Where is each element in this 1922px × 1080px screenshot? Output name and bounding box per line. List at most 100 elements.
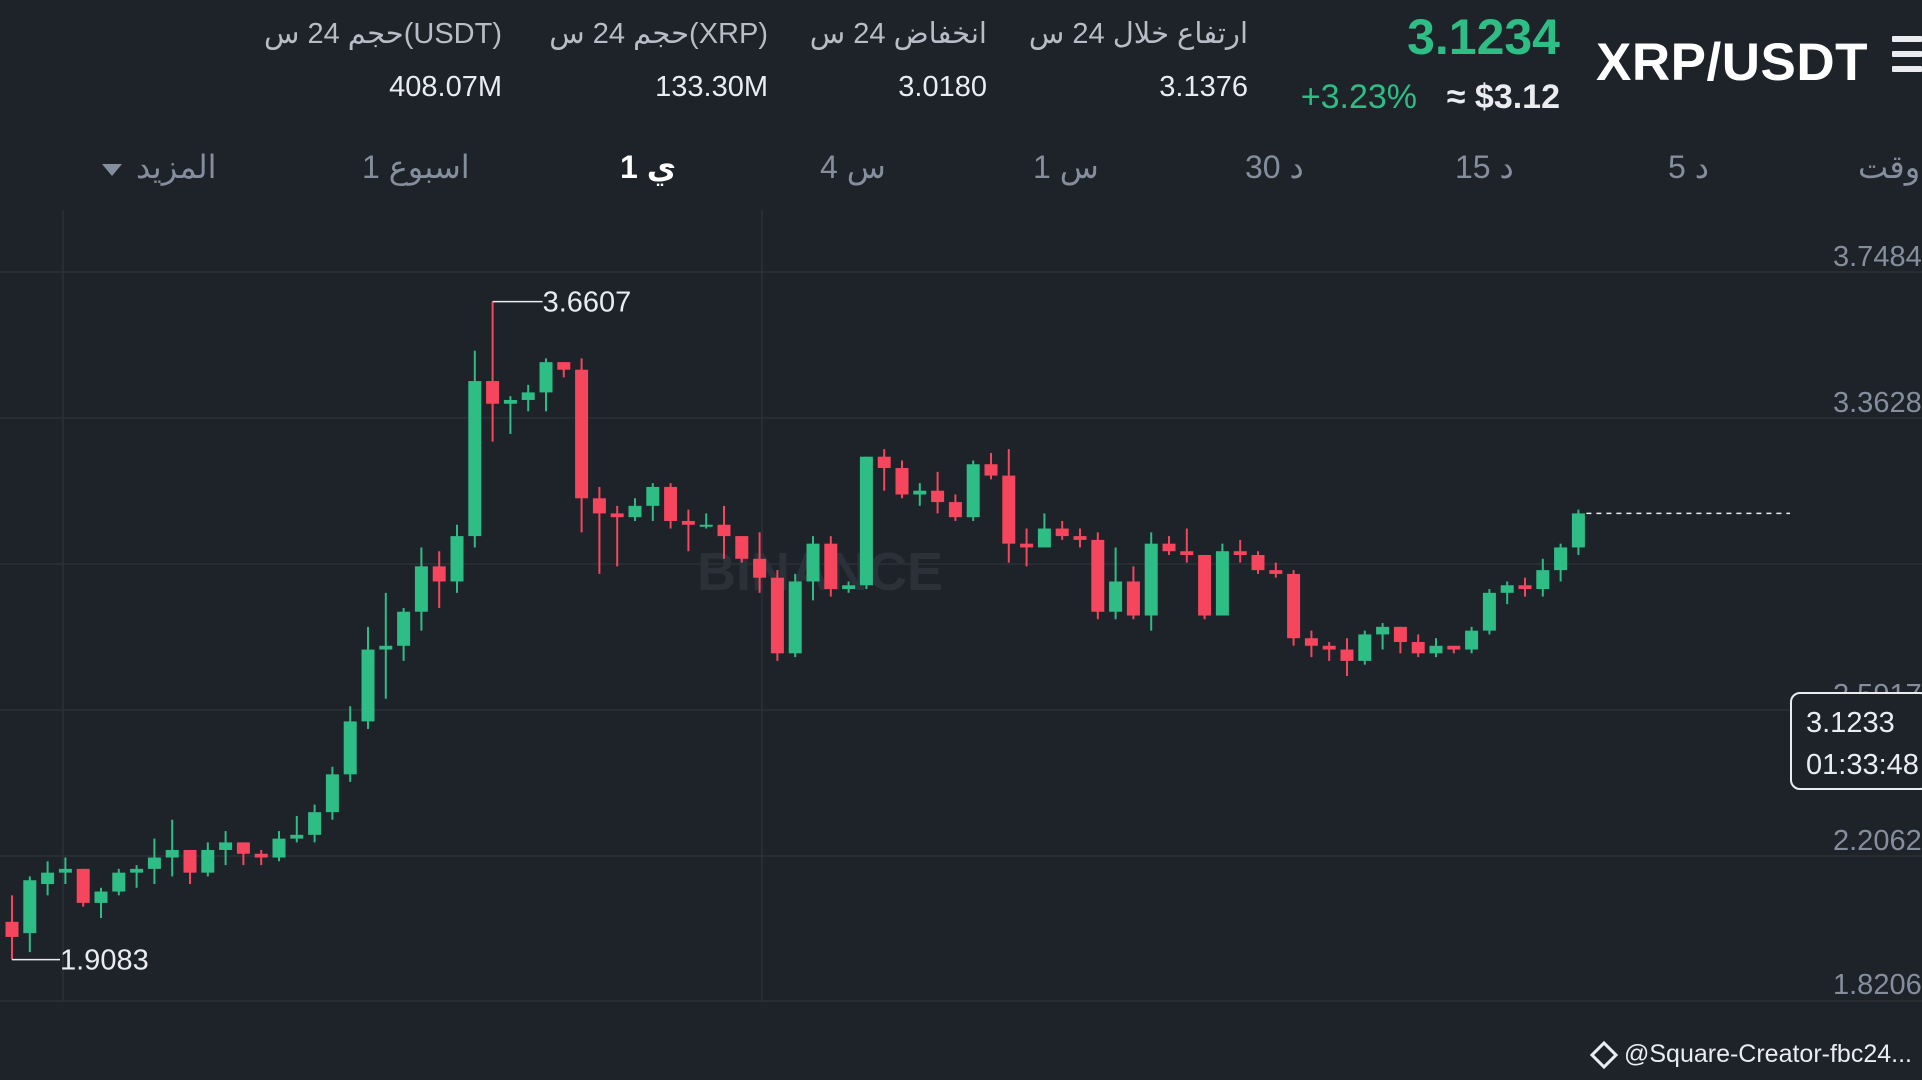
candle-body	[1322, 645, 1336, 650]
candle-body	[681, 520, 695, 525]
candle-body	[1447, 645, 1461, 650]
low-marker-label: 1.9083	[60, 945, 149, 977]
candle-body	[1162, 543, 1176, 552]
candle-body	[1055, 528, 1069, 537]
candle-body	[842, 585, 856, 590]
tab-1h[interactable]: 1 س	[1033, 149, 1099, 185]
pair-title[interactable]: XRP/USDT	[1596, 33, 1868, 92]
candle-body	[379, 645, 393, 650]
stat-label: ارتفاع خلال 24 س	[1028, 18, 1248, 50]
candle-body	[770, 577, 784, 654]
candle-body	[147, 857, 161, 869]
candle-body	[1429, 645, 1443, 654]
stat-high-24h: ارتفاع خلال 24 س 3.1376	[1029, 16, 1248, 104]
candle-body	[432, 566, 446, 582]
binance-logo-icon	[1589, 1041, 1619, 1070]
high-marker-label: 3.6607	[543, 287, 632, 319]
tab-1d[interactable]: 1 ي	[620, 149, 677, 185]
y-axis-tick-label: 1.8206	[1833, 969, 1922, 1001]
candle-body	[717, 524, 731, 537]
candle-body	[575, 369, 589, 499]
candle-body	[1411, 641, 1425, 654]
candle-body	[414, 566, 428, 612]
stat-value: 133.30M	[655, 71, 768, 103]
tab-time[interactable]: وقت	[1858, 149, 1921, 185]
candle-body	[1358, 634, 1372, 661]
candle-body	[1304, 638, 1318, 646]
candle-body	[468, 381, 482, 537]
candle-body	[1536, 570, 1550, 590]
candle-body	[1554, 547, 1568, 571]
candle-body	[112, 872, 126, 892]
tab-1w[interactable]: 1 اسبوع	[362, 149, 470, 185]
candle-body	[895, 468, 909, 495]
candle-body	[1393, 626, 1407, 642]
candle-body	[1571, 513, 1585, 548]
candle-body	[1002, 475, 1016, 544]
stat-value: 3.0180	[898, 71, 987, 103]
candlestick-chart[interactable]: BINANCE3.74843.36282.59172.20621.8206-06…	[0, 210, 1922, 1010]
candle-body	[397, 611, 411, 646]
candle-body	[539, 362, 553, 393]
candle-body	[966, 464, 980, 518]
candle-body	[1091, 539, 1105, 612]
candle-body	[23, 880, 37, 934]
candle-body	[1215, 551, 1229, 616]
candle-body	[201, 849, 215, 873]
candle-body	[913, 490, 927, 495]
y-axis-tick-label: 3.7484	[1833, 241, 1922, 273]
change-percent: +3.23%	[1300, 78, 1417, 116]
candle-body	[1251, 555, 1265, 571]
candle-body	[290, 834, 304, 839]
stat-label: انخفاض 24 س	[809, 18, 987, 50]
chevron-down-icon	[102, 163, 122, 176]
chart-canvas[interactable]: BINANCE3.74843.36282.59172.20621.8206-06…	[0, 210, 1922, 1010]
candle-body	[130, 868, 144, 873]
candle-body	[361, 649, 375, 722]
candle-body	[806, 543, 820, 582]
candle-body	[308, 812, 322, 835]
stat-volume-usdt: حجم 24 س(USDT) 408.07M	[264, 16, 502, 104]
candle-body	[610, 513, 624, 518]
market-header: XRP/USDT 3.1234 ≈ $3.12 +3.23% ارتفاع خل…	[0, 0, 1922, 130]
candle-body	[1109, 581, 1123, 612]
creator-credit: @Square-Creator-fbc24...	[1589, 1040, 1912, 1070]
stat-label: حجم 24 س(XRP)	[549, 18, 768, 50]
candle-body	[41, 872, 55, 884]
binance-watermark: BINANCE	[697, 542, 943, 602]
candle-body	[165, 849, 179, 858]
candle-body	[592, 498, 606, 514]
candle-body	[450, 536, 464, 582]
candle-body	[76, 868, 90, 903]
tab-30m[interactable]: 30 د	[1245, 149, 1304, 185]
candle-body	[664, 486, 678, 521]
menu-icon[interactable]	[1892, 36, 1922, 84]
candle-body	[877, 456, 891, 469]
candle-body	[1020, 543, 1034, 548]
stat-volume-xrp: حجم 24 س(XRP) 133.30M	[549, 16, 768, 104]
current-price-tag: 3.1233 01:33:48	[1790, 692, 1922, 790]
candle-body	[646, 486, 660, 506]
candle-body	[1465, 630, 1479, 650]
stat-value: 3.1376	[1159, 71, 1248, 103]
interval-tabs: وقت 5 د 15 د 30 د 1 س 4 س 1 ي 1 اسبوع ال…	[0, 148, 1922, 198]
candle-body	[788, 581, 802, 654]
candle-body	[1482, 592, 1496, 631]
candle-body	[931, 490, 945, 503]
tab-5m[interactable]: 5 د	[1668, 149, 1709, 185]
stat-value: 408.07M	[389, 71, 502, 103]
candle-body	[325, 774, 339, 813]
stat-low-24h: انخفاض 24 س 3.0180	[810, 16, 987, 104]
tab-15m[interactable]: 15 د	[1455, 149, 1514, 185]
candle-body	[984, 464, 998, 476]
candle-body	[1269, 570, 1283, 574]
candle-body	[824, 543, 838, 590]
candle-body	[1037, 528, 1051, 548]
tab-4h[interactable]: 4 س	[820, 149, 886, 185]
candle-body	[486, 381, 500, 404]
candle-body	[948, 502, 962, 518]
candle-body	[183, 849, 197, 873]
tab-more[interactable]: المزيد	[102, 148, 217, 186]
candle-body	[1180, 551, 1194, 556]
candle-body	[1340, 649, 1354, 661]
